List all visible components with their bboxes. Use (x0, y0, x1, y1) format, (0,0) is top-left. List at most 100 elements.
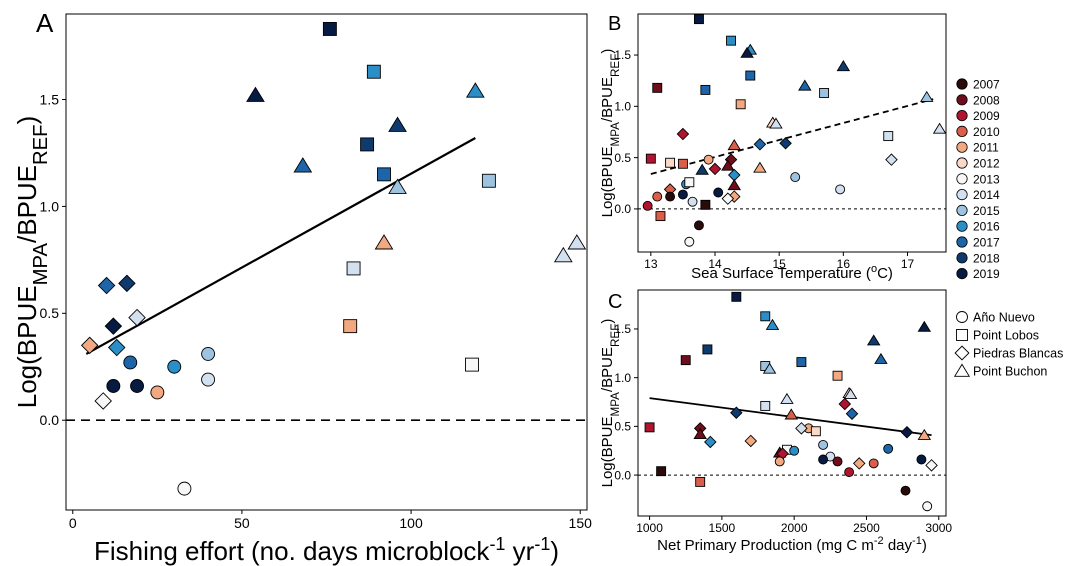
legend-year-label: 2015 (973, 204, 1000, 218)
x-tick-label: 50 (234, 515, 250, 531)
x-tick-label: 2500 (853, 521, 880, 535)
data-point (97, 276, 116, 295)
data-point (883, 443, 894, 454)
x-tick-label: 2000 (781, 521, 808, 535)
data-point (465, 82, 485, 98)
axis-label-mid: /BPUE (12, 165, 42, 243)
data-point (652, 191, 663, 202)
y-axis-label: Log(BPUEMPA/BPUEREF) (12, 116, 52, 409)
x-tick-label: 100 (399, 515, 423, 531)
legend-year-label: 2007 (973, 78, 1000, 92)
axis-label-sub2: REF (609, 324, 622, 347)
data-point (780, 392, 794, 404)
data-point (845, 407, 859, 420)
legend-year-label: 2014 (973, 188, 1000, 202)
legend-swatch (956, 125, 968, 137)
axis-label-sub1: MPA (609, 122, 622, 147)
data-point (150, 385, 165, 400)
data-point (700, 84, 711, 95)
data-point (818, 439, 829, 450)
data-point (346, 261, 361, 276)
data-point (106, 379, 121, 393)
y-tick-label: 1.5 (40, 91, 60, 107)
data-point (167, 359, 182, 374)
data-point (843, 387, 858, 400)
data-point (645, 153, 656, 164)
data-point (810, 426, 821, 437)
y-tick-label: 0.5 (40, 305, 60, 321)
data-point (128, 308, 146, 327)
data-point (343, 319, 358, 334)
axis-label-base: Sea Surface Temperature ( (691, 265, 871, 282)
data-point (676, 127, 690, 141)
legend-year-label: 2013 (973, 172, 1000, 186)
data-point (80, 336, 99, 355)
data-point (201, 372, 216, 387)
legend-swatch (956, 236, 968, 248)
data-point (835, 184, 846, 195)
axis-label-end: ) (550, 536, 559, 566)
legend-swatch (956, 173, 968, 185)
data-point (293, 157, 313, 173)
data-point (465, 357, 479, 372)
data-point (374, 234, 394, 250)
y-axis-label: Log(BPUEMPA/BPUEREF) (599, 49, 622, 218)
axis-label-base: Fishing effort (no. days microblock (94, 536, 490, 566)
data-point (844, 467, 855, 478)
axis-label-base: Net Primary Production (mg C m (657, 537, 874, 554)
legend-swatch (956, 204, 968, 216)
data-point (713, 187, 724, 198)
data-point (130, 379, 144, 393)
axis-label-base: Log(BPUE (599, 146, 616, 217)
legend-site-label: Point Buchon (973, 365, 1047, 379)
data-point (796, 357, 807, 368)
plot-frame (637, 289, 947, 517)
axis-label-sub1: MPA (30, 243, 52, 286)
axis-label-sup1: -2 (874, 535, 884, 547)
data-point (916, 454, 927, 465)
axis-label-end: ) (599, 49, 616, 54)
axis-label-sup2: -1 (534, 534, 550, 554)
data-point (818, 454, 829, 465)
x-tick-label: 1000 (636, 521, 663, 535)
legend-site-label: Año Nuevo (973, 311, 1035, 325)
data-point (774, 456, 785, 467)
data-point (832, 456, 843, 467)
circle-icon (956, 311, 968, 323)
data-point (819, 88, 830, 98)
data-point (789, 445, 800, 456)
panel-letter: C (608, 291, 622, 313)
axis-label-sup1: o (871, 263, 877, 275)
data-point (727, 139, 741, 151)
data-point (731, 291, 742, 302)
data-point (104, 317, 123, 335)
data-point (481, 173, 496, 188)
data-point (553, 246, 573, 263)
data-point (760, 311, 771, 322)
legend-swatch (956, 189, 968, 201)
data-point (656, 466, 667, 477)
data-point (687, 196, 698, 207)
data-point (721, 192, 735, 205)
data-point (665, 157, 676, 168)
data-point (177, 481, 192, 496)
y-tick-label: 1.5 (614, 48, 631, 62)
x-tick-label: 15 (772, 257, 786, 271)
data-point (708, 162, 722, 176)
site-legend: Año Nuevo Point Lobos Piedras Blancas Point… (953, 311, 1063, 379)
data-point (852, 457, 866, 470)
legend-year-label: 2019 (973, 267, 1000, 281)
data-point (925, 459, 938, 472)
data-point (832, 370, 843, 381)
data-point (107, 338, 126, 357)
axis-label-end: ) (12, 116, 42, 125)
chart-panels: 0 50 100 150 0.0 0.5 1.0 1.5 A Fishing effort (no… (12, 8, 952, 566)
data-point (360, 137, 375, 152)
data-point (883, 131, 894, 142)
legend-year-label: 2010 (973, 125, 1000, 139)
data-point (388, 116, 407, 132)
plot-frame (65, 13, 588, 511)
data-point (726, 35, 736, 46)
axis-label-sub2: REF (30, 124, 52, 165)
data-point (868, 458, 879, 469)
